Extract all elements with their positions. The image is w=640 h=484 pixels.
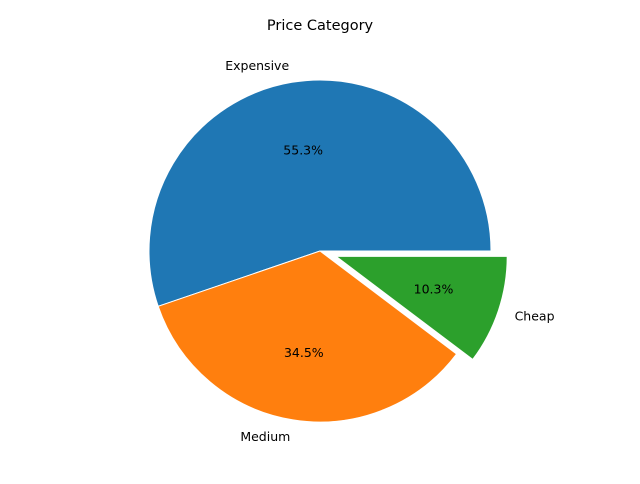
slice-label-expensive: Expensive	[225, 58, 289, 73]
pie-slice-expensive	[148, 79, 492, 307]
percent-label-medium: 34.5%	[284, 345, 324, 360]
slice-label-cheap: Cheap	[515, 309, 555, 324]
pie-slice-cheap	[334, 255, 508, 361]
pie-slice-medium	[157, 250, 458, 423]
pie-labels: Expensive 55.3% Medium 34.5% Cheap 10.3%	[225, 58, 554, 444]
percent-label-expensive: 55.3%	[283, 142, 323, 157]
pie-slices	[148, 79, 508, 423]
slice-label-medium: Medium	[240, 429, 290, 444]
chart-title: Price Category	[267, 18, 374, 34]
percent-label-cheap: 10.3%	[414, 282, 454, 297]
